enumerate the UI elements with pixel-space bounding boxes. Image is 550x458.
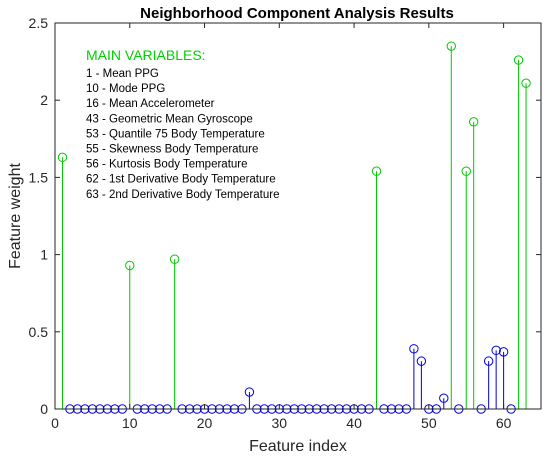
x-axis-ticks: 0 10 20 30 40 50 60	[51, 23, 512, 431]
legend-annotation: MAIN VARIABLES: 1 - Mean PPG 10 - Mode PP…	[86, 47, 279, 201]
stem-marker	[125, 260, 135, 271]
annotation-line: 10 - Mode PPG	[86, 83, 165, 95]
stem-marker	[446, 41, 456, 51]
stems-layer	[61, 46, 527, 409]
annotation-line: 63 - 2nd Derivative Body Temperature	[86, 189, 279, 201]
x-tick-label: 20	[197, 415, 213, 431]
x-tick-label: 40	[346, 415, 362, 431]
plot-area	[55, 23, 541, 409]
y-tick-label: 2.5	[29, 15, 49, 31]
axes-frame	[54, 22, 542, 410]
y-tick-label: 0	[40, 401, 48, 417]
x-tick-label: 10	[122, 415, 138, 431]
annotation-line: 16 - Mean Accelerometer	[86, 98, 215, 110]
annotation-title: MAIN VARIABLES:	[86, 47, 206, 63]
y-tick-label: 0.5	[29, 324, 49, 340]
x-tick-label: 30	[272, 415, 288, 431]
y-axis-label: Feature weight	[7, 163, 24, 269]
x-tick-label: 0	[51, 415, 59, 431]
stem-marker	[57, 152, 68, 163]
y-tick-label: 2	[40, 92, 48, 108]
annotation-line: 55 - Skewness Body Temperature	[86, 144, 258, 156]
stem-marker	[521, 78, 531, 88]
y-tick-label: 1.5	[29, 169, 49, 185]
x-axis-label: Feature index	[249, 438, 347, 455]
stem-marker	[498, 347, 509, 357]
annotation-line: 43 - Geometric Mean Gyroscope	[86, 113, 253, 125]
stem-marker	[244, 387, 255, 397]
x-tick-label: 60	[496, 415, 512, 431]
chart-title: Neighborhood Component Analysis Results	[140, 5, 454, 22]
stem-marker	[409, 344, 419, 354]
stem-marker	[513, 55, 524, 65]
annotation-line: 53 - Quantile 75 Body Temperature	[86, 128, 265, 140]
stem-marker	[416, 356, 427, 366]
y-tick-label: 1	[40, 247, 48, 263]
x-tick-label: 50	[421, 415, 437, 431]
annotation-line: 62 - 1st Derivative Body Temperature	[86, 174, 276, 186]
stem-marker	[169, 254, 180, 264]
stem-marker	[461, 166, 471, 176]
axes-box	[54, 22, 542, 410]
annotation-line: 1 - Mean PPG	[86, 68, 159, 80]
stem-marker	[469, 117, 479, 127]
stem-marker	[371, 166, 382, 176]
stem-marker	[483, 356, 494, 366]
stem-marker	[439, 393, 449, 403]
annotation-line: 56 - Kurtosis Body Temperature	[86, 159, 248, 171]
stem-marker	[491, 345, 501, 356]
y-axis-ticks: 0 0.5 1 1.5 2 2.5	[29, 15, 541, 417]
